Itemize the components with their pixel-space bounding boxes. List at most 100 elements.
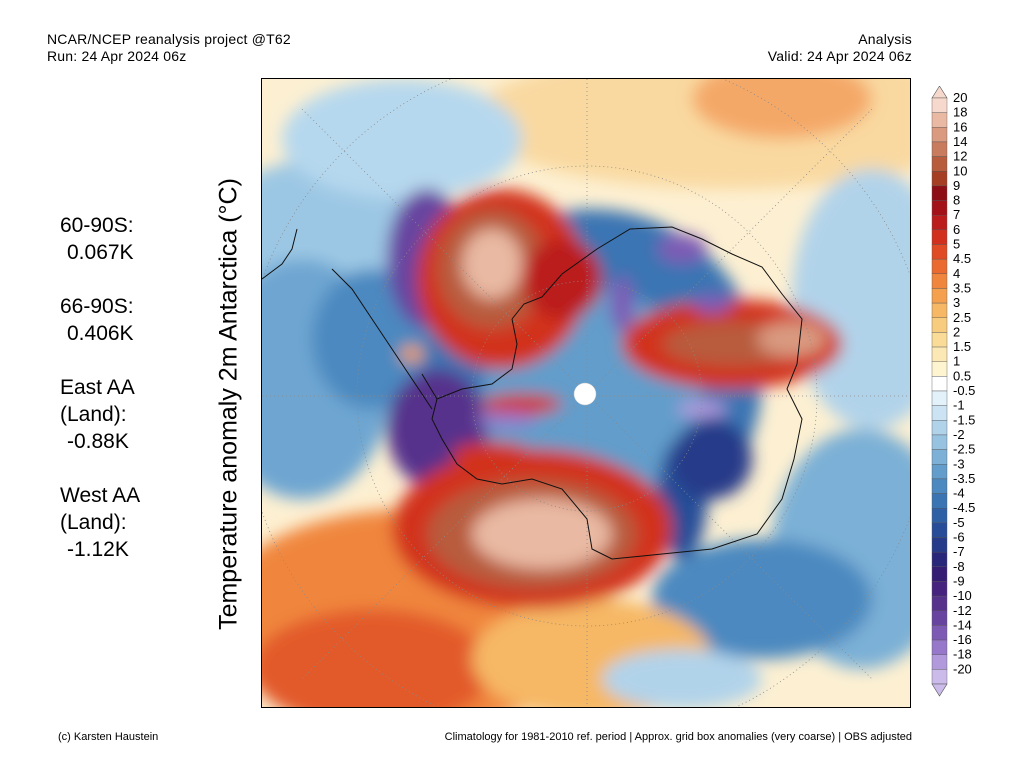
colorbar-label: 3 bbox=[953, 295, 960, 310]
anomaly-map bbox=[261, 78, 911, 708]
colorbar-swatch bbox=[931, 522, 948, 538]
colorbar-swatch bbox=[931, 669, 948, 685]
colorbar-swatch bbox=[931, 229, 948, 245]
stat-label-2: (Land): bbox=[60, 511, 127, 534]
colorbar-swatch bbox=[931, 610, 948, 626]
colorbar-label: -7 bbox=[953, 544, 965, 559]
map-canvas bbox=[262, 79, 910, 707]
stat-west-aa: West AA (Land): -1.12K bbox=[60, 482, 140, 563]
colorbar-swatch bbox=[931, 449, 948, 465]
colorbar-top-arrow bbox=[931, 86, 948, 99]
anomaly-field bbox=[262, 79, 910, 707]
colorbar-label: 20 bbox=[953, 90, 967, 105]
colorbar-swatch bbox=[931, 654, 948, 670]
valid-time: Valid: 24 Apr 2024 06z bbox=[767, 48, 912, 64]
colorbar-label: 4.5 bbox=[953, 251, 971, 266]
colorbar-label: 7 bbox=[953, 207, 960, 222]
colorbar-label: -12 bbox=[953, 603, 972, 618]
colorbar-swatch bbox=[931, 595, 948, 611]
colorbar-swatch bbox=[931, 273, 948, 289]
colorbar-bottom-arrow bbox=[931, 683, 948, 697]
colorbar-swatch bbox=[931, 405, 948, 421]
colorbar-label: -4 bbox=[953, 486, 965, 501]
coastline bbox=[431, 226, 803, 560]
colorbar-label: 1.5 bbox=[953, 339, 971, 354]
colorbar-label: -2.5 bbox=[953, 442, 975, 457]
stat-value: -1.12K bbox=[67, 538, 129, 561]
colorbar-swatch bbox=[931, 258, 948, 274]
colorbar-label: -1.5 bbox=[953, 412, 975, 427]
colorbar-label: 8 bbox=[953, 193, 960, 208]
colorbar-swatch bbox=[931, 508, 948, 524]
colorbar-swatch bbox=[931, 551, 948, 567]
analysis-label: Analysis bbox=[858, 31, 912, 47]
stat-label-2: (Land): bbox=[60, 403, 127, 426]
stat-value: -0.88K bbox=[67, 430, 129, 453]
colorbar-swatch bbox=[931, 127, 948, 143]
colorbar-swatch bbox=[931, 185, 948, 201]
colorbar-label: -20 bbox=[953, 661, 972, 676]
header-left: NCAR/NCEP reanalysis project @T62 Run: 2… bbox=[47, 31, 291, 65]
colorbar: 201816141210987654.543.532.521.510.5-0.5… bbox=[931, 86, 975, 697]
colorbar-swatch bbox=[931, 112, 948, 128]
colorbar-label: -6 bbox=[953, 530, 965, 545]
colorbar-swatch bbox=[931, 97, 948, 113]
colorbar-swatch bbox=[931, 566, 948, 582]
header-right: Analysis Valid: 24 Apr 2024 06z bbox=[768, 31, 912, 65]
colorbar-swatch bbox=[931, 288, 948, 304]
colorbar-label: -10 bbox=[953, 588, 972, 603]
colorbar-label: 10 bbox=[953, 163, 967, 178]
y-axis-label: Temperature anomaly 2m Antarctica (°C) bbox=[214, 178, 243, 630]
stat-east-aa: East AA (Land): -0.88K bbox=[60, 374, 140, 455]
colorbar-swatch bbox=[931, 434, 948, 450]
colorbar-swatch bbox=[931, 200, 948, 216]
colorbar-label: 14 bbox=[953, 134, 967, 149]
colorbar-label: -2 bbox=[953, 427, 965, 442]
colorbar-swatch bbox=[931, 302, 948, 318]
south-pole-marker bbox=[573, 382, 597, 406]
colorbar-label: 18 bbox=[953, 105, 967, 120]
colorbar-label: 16 bbox=[953, 119, 967, 134]
colorbar-swatch bbox=[931, 317, 948, 333]
colorbar-label: -14 bbox=[953, 617, 972, 632]
colorbar-label: -1 bbox=[953, 398, 965, 413]
colorbar-swatch bbox=[931, 141, 948, 157]
colorbar-swatch bbox=[931, 464, 948, 480]
colorbar-label: 2.5 bbox=[953, 310, 971, 325]
colorbar-label: 2 bbox=[953, 324, 960, 339]
colorbar-swatch bbox=[931, 332, 948, 348]
footer-notes: Climatology for 1981-2010 ref. period | … bbox=[444, 731, 912, 743]
colorbar-swatch bbox=[931, 361, 948, 377]
colorbar-swatch bbox=[931, 346, 948, 362]
colorbar-swatch bbox=[931, 156, 948, 172]
run-time: Run: 24 Apr 2024 06z bbox=[47, 48, 187, 64]
colorbar-label: 4 bbox=[953, 266, 960, 281]
colorbar-label: -0.5 bbox=[953, 383, 975, 398]
colorbar-label: 3.5 bbox=[953, 280, 971, 295]
colorbar-label: -3.5 bbox=[953, 471, 975, 486]
colorbar-label: -16 bbox=[953, 632, 972, 647]
colorbar-label: 9 bbox=[953, 178, 960, 193]
model-title: NCAR/NCEP reanalysis project @T62 bbox=[47, 31, 291, 47]
colorbar-swatch bbox=[931, 639, 948, 655]
colorbar-swatch bbox=[931, 214, 948, 231]
colorbar-label: 5 bbox=[953, 237, 960, 252]
footer-credit: (c) Karsten Haustein bbox=[58, 731, 159, 743]
colorbar-label: -3 bbox=[953, 456, 965, 471]
stats-panel: 60-90S: 0.067K 66-90S: 0.406K East AA (L… bbox=[60, 212, 140, 590]
stat-value: 0.406K bbox=[67, 322, 134, 345]
colorbar-label: 12 bbox=[953, 149, 967, 164]
colorbar-label: -5 bbox=[953, 515, 965, 530]
stat-60-90s: 60-90S: 0.067K bbox=[60, 212, 140, 266]
colorbar-swatch bbox=[931, 420, 948, 436]
colorbar-swatch bbox=[931, 478, 948, 494]
peninsula-coastline bbox=[331, 268, 438, 410]
stat-label: 60-90S: bbox=[60, 214, 134, 237]
colorbar-label: 6 bbox=[953, 222, 960, 237]
colorbar-swatch bbox=[931, 493, 948, 509]
stat-value: 0.067K bbox=[67, 241, 134, 264]
colorbar-label: -9 bbox=[953, 573, 965, 588]
stat-label: West AA bbox=[60, 484, 141, 507]
colorbar-label: 1 bbox=[953, 354, 960, 369]
colorbar-label: -4.5 bbox=[953, 500, 975, 515]
